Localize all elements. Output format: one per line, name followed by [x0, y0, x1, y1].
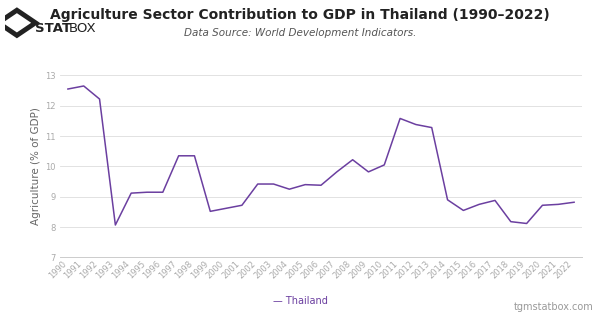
Text: STAT: STAT [35, 22, 71, 35]
Text: Agriculture Sector Contribution to GDP in Thailand (1990–2022): Agriculture Sector Contribution to GDP i… [50, 8, 550, 22]
Text: tgmstatbox.com: tgmstatbox.com [514, 302, 594, 312]
Text: Data Source: World Development Indicators.: Data Source: World Development Indicator… [184, 28, 416, 38]
Y-axis label: Agriculture (% of GDP): Agriculture (% of GDP) [31, 107, 41, 225]
Polygon shape [0, 7, 40, 38]
Text: — Thailand: — Thailand [272, 296, 328, 306]
Polygon shape [2, 13, 31, 32]
Text: BOX: BOX [69, 22, 97, 35]
